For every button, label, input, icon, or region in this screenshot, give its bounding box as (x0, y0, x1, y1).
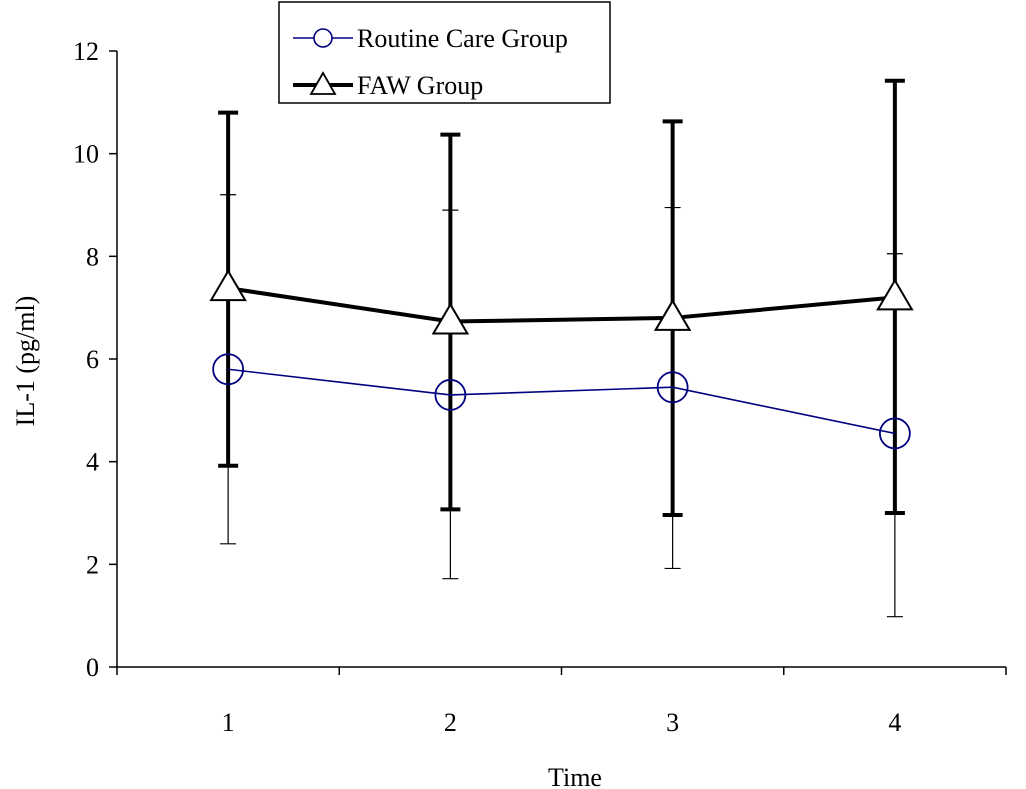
faw-legend-label: FAW Group (357, 71, 483, 100)
legend: Routine Care Group FAW Group (278, 1, 611, 104)
y-axis-title: IL-1 (pg/ml) (11, 296, 40, 427)
faw-legend-marker (309, 71, 337, 95)
routine-marker (212, 353, 245, 386)
y-tick-label: 8 (86, 242, 99, 271)
series-lines (227, 286, 896, 435)
routine-marker (656, 371, 689, 404)
axes (109, 50, 1007, 675)
y-tick-label: 2 (86, 550, 99, 579)
y-tick-label: 12 (73, 37, 99, 66)
faw-series-line (227, 286, 896, 324)
x-tick-label: 3 (666, 708, 679, 737)
y-tick-label: 0 (86, 653, 99, 682)
x-tick-label: 2 (444, 708, 457, 737)
faw-marker (431, 302, 470, 335)
faw-marker (876, 278, 914, 311)
x-tick-label: 4 (888, 708, 901, 737)
routine-series-line (228, 368, 896, 435)
y-tick-label: 4 (86, 448, 99, 477)
routine-marker (878, 417, 911, 450)
routine-legend-label: Routine Care Group (357, 24, 568, 53)
routine-marker (434, 379, 467, 411)
data-markers (209, 269, 914, 450)
x-axis-title: Time (548, 763, 602, 789)
faw-marker (653, 298, 692, 331)
error-bars (218, 78, 905, 618)
y-tick-label: 6 (86, 345, 99, 374)
y-tick-label: 10 (73, 140, 99, 169)
routine-legend-marker (313, 28, 333, 48)
faw-marker (209, 269, 247, 302)
x-tick-label: 1 (222, 708, 235, 737)
